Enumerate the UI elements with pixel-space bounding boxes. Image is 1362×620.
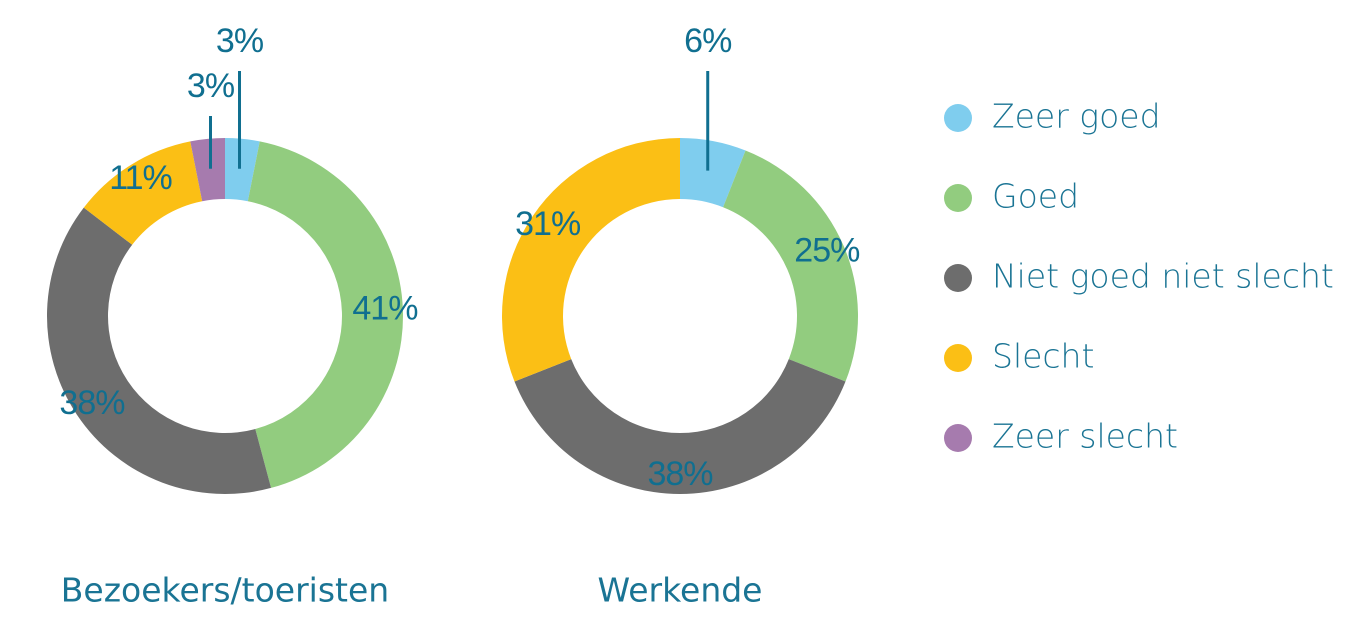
donut-segment [83, 141, 203, 245]
value-label: 11% [109, 159, 172, 197]
value-label: 38% [59, 384, 125, 422]
value-label: 25% [794, 231, 860, 269]
chart-title: Bezoekers/toeristen [61, 571, 389, 610]
legend-label: Slecht [992, 337, 1094, 376]
value-label: 38% [647, 455, 713, 493]
donut-segment [680, 138, 746, 208]
legend-swatch [944, 424, 972, 452]
value-label: 6% [684, 22, 732, 60]
legend-label: Goed [992, 177, 1079, 216]
donut-segment [723, 150, 859, 382]
donut-segment [247, 141, 404, 488]
value-label: 3% [187, 67, 235, 105]
legend-swatch [944, 184, 972, 212]
legend-label: Zeer slecht [992, 417, 1178, 456]
donut-segment [514, 359, 846, 495]
legend-swatch [944, 344, 972, 372]
donut-segment [190, 138, 225, 202]
donut-segment [501, 138, 680, 382]
chart-title: Werkende [598, 571, 763, 610]
legend-swatch [944, 264, 972, 292]
value-label: 41% [352, 290, 418, 328]
value-label: 3% [216, 22, 264, 60]
legend-label: Niet goed niet slecht [992, 257, 1334, 296]
legend-label: Zeer goed [992, 97, 1161, 136]
donut-segment [47, 207, 272, 494]
value-label: 31% [515, 205, 581, 243]
legend-swatch [944, 104, 972, 132]
donut-segment [225, 138, 260, 202]
